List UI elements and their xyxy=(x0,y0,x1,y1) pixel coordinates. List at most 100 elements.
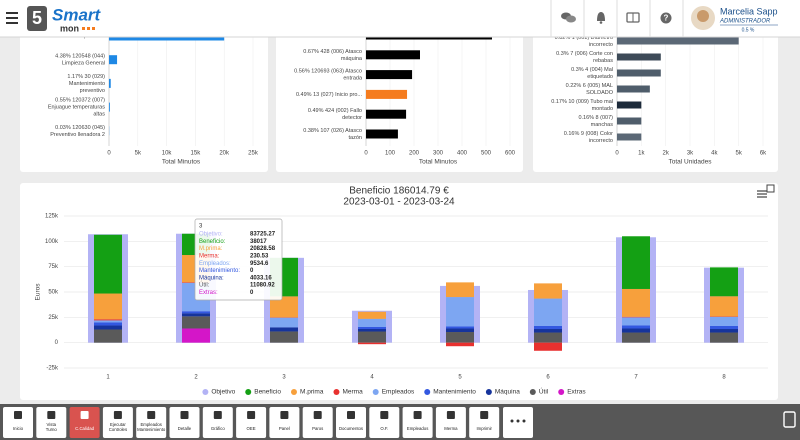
category-label: incorrecto xyxy=(589,138,613,144)
bar-segment xyxy=(270,317,298,328)
toolbar-button[interactable]: Panel xyxy=(269,407,300,438)
notifications-button[interactable] xyxy=(597,12,605,24)
chat-button[interactable] xyxy=(561,12,576,23)
button-label: C.Calidad xyxy=(75,426,94,431)
header: 5 Smart mon ? Marcelia Sapp ADMINISTRADO… xyxy=(0,0,800,38)
toolbar-button[interactable]: OEE xyxy=(236,407,267,438)
user-menu[interactable]: Marcelia Sapp ADMINISTRADOR 0.5 % xyxy=(691,6,778,33)
toolbar-button[interactable]: Imprimir xyxy=(469,407,500,438)
bar-segment xyxy=(358,328,386,332)
toolbar-button[interactable]: Empleados xyxy=(402,407,433,438)
category-label: 0.3% 4 (004) Mal xyxy=(571,67,613,73)
more-button[interactable] xyxy=(503,407,533,438)
bar-segment xyxy=(94,320,122,323)
bar-segment xyxy=(534,325,562,329)
bar-segment xyxy=(622,317,650,326)
bar xyxy=(366,109,407,119)
button-icon xyxy=(347,411,355,419)
toolbar-button[interactable]: Gráfico xyxy=(202,407,233,438)
x-tick-label: 5k xyxy=(735,151,742,157)
tooltip-value: 4033.16 xyxy=(250,275,272,281)
toolbar-button[interactable]: Detalle xyxy=(169,407,200,438)
tooltip-value: 9534.6 xyxy=(250,261,269,267)
x-tick-label: 100 xyxy=(385,151,396,157)
toolbar-button[interactable]: Documentos xyxy=(336,407,366,438)
toolbar-button[interactable]: Paros xyxy=(302,407,333,438)
x-tick-label: 400 xyxy=(457,151,468,157)
button-label: Merma xyxy=(444,426,458,431)
chart-menu[interactable] xyxy=(757,184,775,198)
chart-title: Beneficio 186014.79 € xyxy=(349,186,449,197)
bar-segment xyxy=(710,296,738,317)
bar-segment xyxy=(622,288,650,317)
user-role: ADMINISTRADOR xyxy=(719,19,771,25)
legend-label: Útil xyxy=(539,387,549,396)
logo-dot xyxy=(87,27,90,30)
x-tick-label: 2 xyxy=(194,375,198,381)
button-background xyxy=(369,407,400,438)
tooltip-title: 3 xyxy=(199,224,203,230)
y-tick-label: 0 xyxy=(55,340,59,346)
button-icon xyxy=(313,411,322,419)
bar-segment xyxy=(358,318,386,327)
button-label: Vista xyxy=(47,422,57,427)
tooltip-value: 83725.27 xyxy=(250,232,276,238)
legend-marker xyxy=(485,389,492,395)
bar xyxy=(617,101,642,109)
button-label: Inicio xyxy=(13,426,24,431)
bar xyxy=(617,133,642,141)
bar xyxy=(617,117,642,125)
card xyxy=(20,183,778,400)
bar-segment xyxy=(358,326,386,329)
bar xyxy=(109,102,110,112)
category-label: 0.3% 7 (006) Corte con xyxy=(556,51,613,57)
button-label: Controles xyxy=(109,427,127,432)
legend-label: Extras xyxy=(567,389,586,396)
category-label: 0.67% 428 (006) Atasco xyxy=(303,49,362,55)
button-icon xyxy=(180,411,189,419)
category-label: 0.82% 1 (001) Diámetro xyxy=(555,35,613,41)
bar-segment xyxy=(358,342,386,345)
charts: 05k10k15k20k25kpersonal4.38% 120548 (044… xyxy=(35,30,768,396)
bar-segment xyxy=(182,316,210,329)
language-button[interactable] xyxy=(626,12,640,23)
toolbar-button[interactable]: C.Calidad xyxy=(69,407,100,438)
button-background xyxy=(136,407,167,438)
y-tick-label: 75k xyxy=(48,264,59,270)
x-tick-label: 6 xyxy=(546,375,550,381)
button-icon xyxy=(280,411,289,419)
tooltip-label: Objetivo: xyxy=(199,232,223,238)
button-label: Documentos xyxy=(339,426,363,431)
logo-dot xyxy=(92,27,95,30)
help-button[interactable]: ? xyxy=(660,12,672,24)
toolbar-button[interactable]: Inicio xyxy=(3,407,33,438)
category-label: 0.49% 13 (027) Inicio pro... xyxy=(296,92,363,98)
toolbar-button[interactable]: Merma xyxy=(435,407,466,438)
bar xyxy=(617,37,739,45)
legend-label: Merma xyxy=(342,389,363,396)
bar-segment xyxy=(94,319,122,321)
tooltip-label: Mantenimiento: xyxy=(199,268,240,274)
bar-segment xyxy=(534,298,562,326)
tooltip-label: Beneficio: xyxy=(199,239,226,245)
category-label: etiquetado xyxy=(587,74,613,80)
legend-marker xyxy=(290,389,297,395)
button-label: Panel xyxy=(279,426,290,431)
toolbar-button[interactable]: O.F. xyxy=(369,407,400,438)
button-label: Empleados xyxy=(407,426,429,431)
button-background xyxy=(202,407,233,438)
tooltip-box xyxy=(194,218,283,301)
bar-segment xyxy=(94,293,122,320)
y-tick-label: 25k xyxy=(48,315,59,321)
x-tick-label: 3 xyxy=(282,375,286,381)
bar-segment xyxy=(622,325,650,329)
button-icon xyxy=(446,411,455,419)
x-axis-title: Total Unidades xyxy=(669,159,713,166)
bar-segment xyxy=(710,332,738,343)
menu-button[interactable] xyxy=(6,12,18,24)
legend: Objetivo Beneficio M.prima Merma Empleados Ma… xyxy=(202,387,586,396)
tablet-button[interactable] xyxy=(783,411,796,428)
